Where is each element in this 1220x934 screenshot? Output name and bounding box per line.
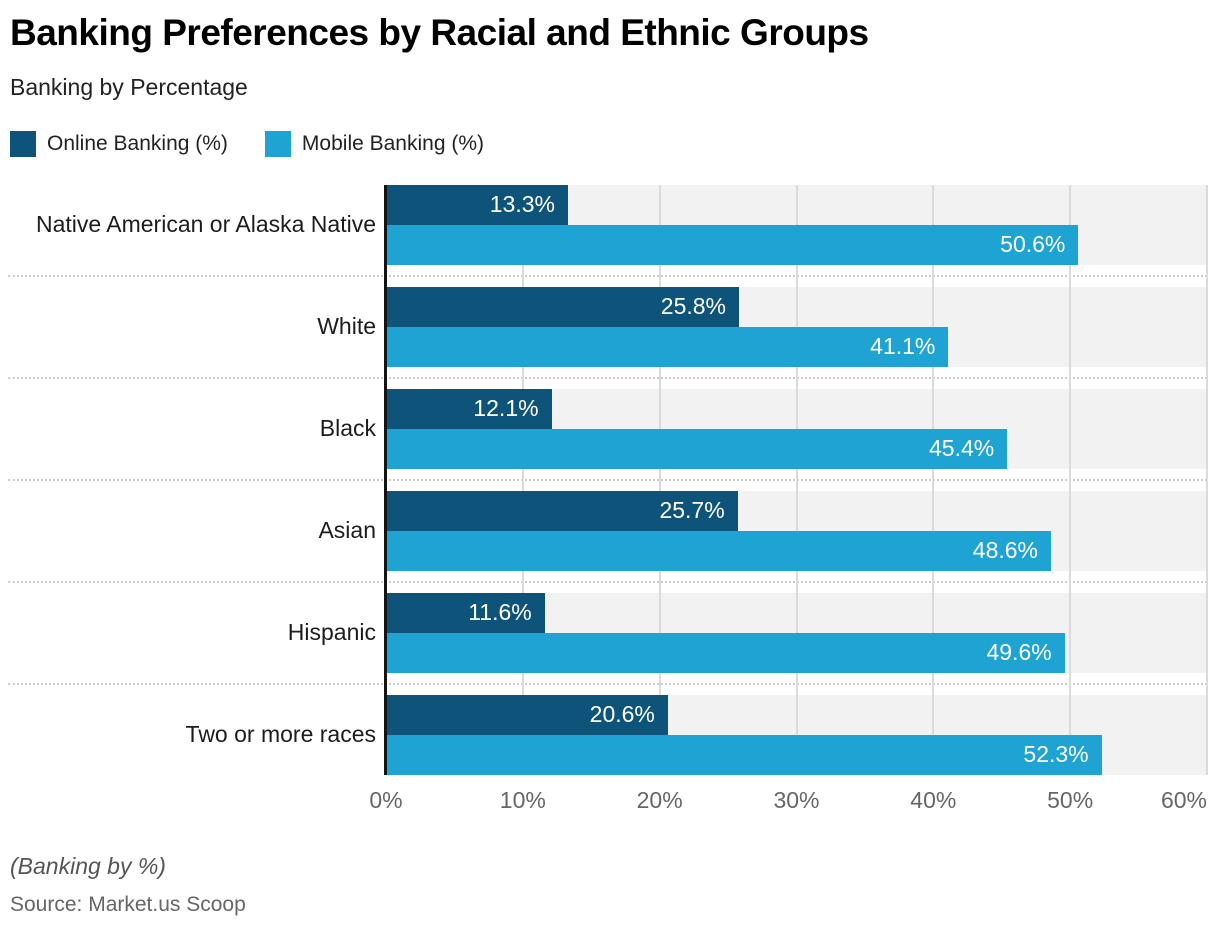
row-band: 11.6% 49.6% — [386, 592, 1207, 673]
bar-value-label: 41.1% — [870, 333, 936, 360]
chart-row: Black 12.1% 45.4% — [0, 388, 1207, 481]
online-legend-swatch — [10, 130, 36, 157]
row-band: 12.1% 45.4% — [386, 388, 1207, 469]
online-bar[interactable]: 20.6% — [386, 694, 668, 735]
x-axis-tick-label: 50% — [1047, 786, 1094, 813]
row-separator — [8, 478, 1207, 481]
row-band: 25.8% 41.1% — [386, 286, 1207, 367]
bar-value-label: 12.1% — [473, 395, 539, 422]
chart-title: Banking Preferences by Racial and Ethnic… — [10, 12, 869, 53]
category-label: Two or more races — [185, 721, 376, 748]
chart-row: White 25.8% 41.1% — [0, 286, 1207, 379]
x-axis-tick-label: 40% — [910, 786, 957, 813]
row-separator — [8, 580, 1207, 583]
online-bar[interactable]: 13.3% — [386, 184, 568, 225]
row-band: 20.6% 52.3% — [386, 694, 1207, 775]
header: Banking Preferences by Racial and Ethnic… — [0, 0, 1220, 101]
bar-value-label: 13.3% — [489, 191, 555, 218]
bar-value-label: 48.6% — [972, 537, 1038, 564]
category-label: Native American or Alaska Native — [35, 211, 376, 238]
y-axis-line — [384, 184, 387, 775]
mobile-bar[interactable]: 50.6% — [386, 224, 1079, 265]
footer-note: (Banking by %) — [10, 852, 166, 879]
footer: (Banking by %) Source: Market.us Scoop — [0, 853, 1220, 917]
mobile-bar[interactable]: 41.1% — [386, 326, 949, 367]
online-bar[interactable]: 25.8% — [386, 286, 740, 327]
x-axis-tick-label: 0% — [369, 786, 403, 813]
chart-subtitle: Banking by Percentage — [10, 73, 248, 100]
chart-row: Hispanic 11.6% 49.6% — [0, 592, 1207, 685]
x-axis-tick-label: 10% — [499, 786, 546, 813]
category-label: Asian — [318, 517, 376, 544]
row-separator — [8, 274, 1207, 277]
row-separator — [8, 682, 1207, 685]
mobile-bar[interactable]: 45.4% — [386, 428, 1008, 469]
legend-item-mobile[interactable]: Mobile Banking (%) — [264, 130, 485, 157]
bar-value-label: 11.6% — [468, 599, 532, 626]
legend-label-mobile: Mobile Banking (%) — [301, 131, 485, 155]
x-axis-tick-label: 60% — [1160, 786, 1207, 813]
category-label: Black — [319, 415, 376, 442]
row-separator — [8, 376, 1207, 379]
bar-value-label: 25.8% — [660, 293, 727, 320]
bar-value-label: 25.7% — [659, 497, 725, 524]
x-axis: 0% 10% 20% 30% 40% 50% 60% — [369, 786, 1207, 817]
row-band: 13.3% 50.6% — [386, 184, 1207, 265]
online-bar[interactable]: 12.1% — [386, 388, 552, 429]
mobile-bar[interactable]: 48.6% — [386, 530, 1051, 571]
online-bar[interactable]: 11.6% — [386, 592, 545, 633]
category-label: Hispanic — [287, 619, 376, 646]
chart-rows: Native American or Alaska Native 13.3% 50.… — [0, 184, 1207, 775]
bar-value-label: 50.6% — [1000, 231, 1066, 258]
chart-row: Two or more races 20.6% 52.3% — [0, 694, 1207, 775]
legend: Online Banking (%) Mobile Banking (%) — [0, 130, 1220, 157]
bar-chart: Native American or Alaska Native 13.3% 50.… — [0, 184, 1220, 775]
chart-row: Native American or Alaska Native 13.3% 50.… — [0, 184, 1207, 277]
mobile-bar[interactable]: 49.6% — [386, 632, 1065, 673]
row-band: 25.7% 48.6% — [386, 490, 1207, 571]
category-label: White — [317, 313, 376, 340]
footer-source: Source: Market.us Scoop — [10, 892, 246, 916]
x-axis-tick-label: 30% — [773, 786, 820, 813]
chart-row: Asian 25.7% 48.6% — [0, 490, 1207, 583]
legend-label-online: Online Banking (%) — [47, 131, 228, 155]
bar-value-label: 52.3% — [1023, 741, 1089, 768]
bar-value-label: 49.6% — [986, 639, 1052, 666]
online-bar[interactable]: 25.7% — [386, 490, 738, 531]
bar-value-label: 45.4% — [929, 435, 995, 462]
bar-value-label: 20.6% — [589, 701, 655, 728]
mobile-bar[interactable]: 52.3% — [386, 734, 1102, 775]
mobile-legend-swatch — [264, 130, 291, 157]
legend-item-online[interactable]: Online Banking (%) — [10, 130, 228, 157]
x-axis-tick-label: 20% — [636, 786, 683, 813]
